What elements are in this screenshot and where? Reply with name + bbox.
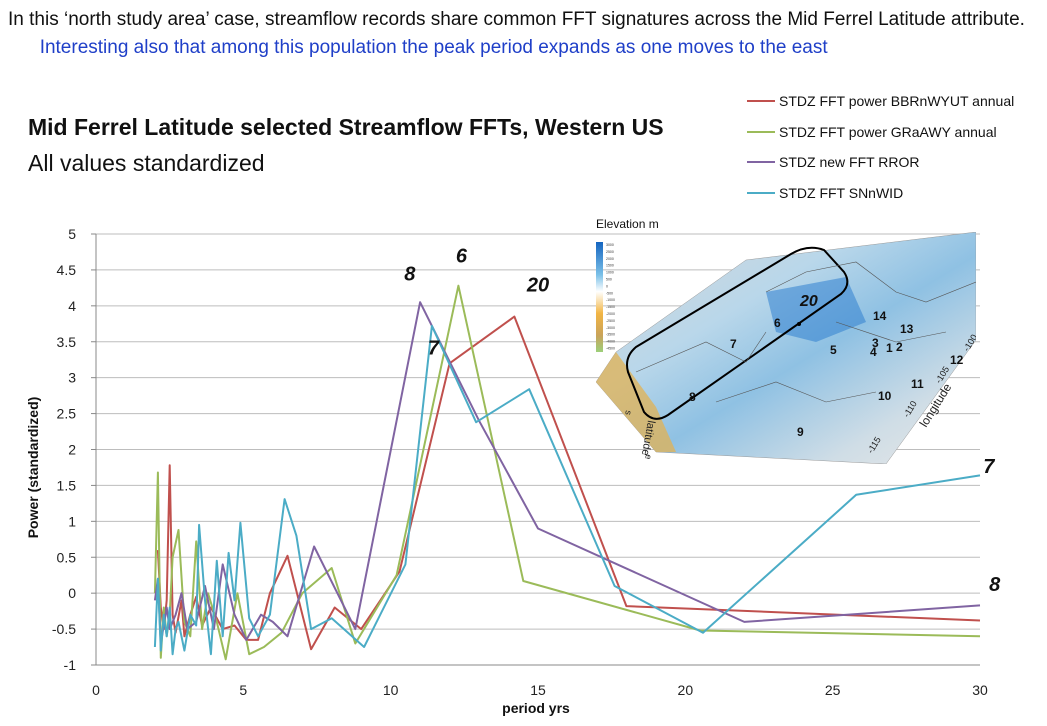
orange-lowland [596,352,676,452]
elevation-tick: 500 [606,278,612,282]
station-label: 6 [774,316,781,330]
terrain-surface [596,232,976,464]
legend-swatch [747,130,775,133]
y-tick-label: 1 [68,513,76,529]
x-tick-label: 25 [825,682,841,698]
y-tick-label: 3.5 [57,334,77,350]
region-boundaries [635,261,976,403]
annotation-label: 8 [989,574,1001,596]
station-label: 2 [896,340,903,354]
station-label: 4 [870,345,877,359]
y-tick-label: 4 [68,298,76,314]
y-tick-label: 3 [68,370,76,386]
x-tick-label: 5 [239,682,247,698]
y-tick-label: 4.5 [57,262,77,278]
station-label: 3 [872,336,879,350]
legend-label: STDZ FFT power GRaAWY annual [779,123,997,140]
annotation-label: 7 [428,338,440,360]
map-lat-tick: e [643,454,654,461]
caption-note: Interesting also that among this populat… [39,37,828,58]
station-label: 8 [689,390,696,404]
elevation-tick: -4500 [606,347,615,351]
elevation-tick: 1500 [606,264,614,268]
legend: STDZ FFT power BBRnWYUT annual STDZ FFT … [747,86,1014,208]
y-tick-label: 0 [68,585,76,601]
station-label: 11 [911,377,924,391]
legend-item: STDZ FFT power GRaAWY annual [747,117,1014,148]
legend-item: STDZ FFT SNnWID [747,178,1014,209]
x-tick-label: 20 [678,682,694,698]
y-tick-label: 2 [68,442,76,458]
elevation-tick: -4000 [606,340,615,344]
legend-swatch [747,100,775,103]
elevation-tick: -3000 [606,326,615,330]
annotation-label: 6 [456,246,468,268]
station-label: 1 [886,341,893,355]
annotation-label: 20 [526,274,549,296]
legend-swatch [747,161,775,164]
y-tick-label: 2.5 [57,406,77,422]
x-axis-label: period yrs [502,700,570,716]
elevation-tick: 0 [606,284,608,288]
elevation-tick: 2500 [606,250,614,254]
x-tick-label: 10 [383,682,399,698]
series-line-4 [153,324,981,656]
legend-label: STDZ FFT power BBRnWYUT annual [779,93,1015,110]
elevation-tick: 1000 [606,271,614,275]
chart-title: Mid Ferrel Latitude selected Streamflow … [28,114,664,140]
legend-label: STDZ FFT SNnWID [779,184,904,201]
station-label: 10 [878,389,892,403]
elevation-ticks: 3000 2500 2000 1500 1000 500 0 -500 -1000 -1500 -2… [606,243,615,351]
series-lines [153,284,981,661]
y-tick-label: -1 [64,657,77,673]
y-tick-label: 5 [68,226,76,242]
x-tick-label: 15 [530,682,546,698]
station-dot [797,322,801,326]
station-label: 7 [730,337,737,351]
annotation-label: 7 [983,456,995,478]
elevation-tick: -2500 [606,319,615,323]
elevation-tick: -2000 [606,312,615,316]
elevation-tick: -1000 [606,298,615,302]
elevation-tick: -3500 [606,333,615,337]
station-label: 9 [797,425,804,439]
legend-swatch [747,191,775,194]
station-label: 12 [950,353,964,367]
station-label: 14 [873,309,887,323]
y-tick-label: -0.5 [52,621,76,637]
series-line-3 [153,301,981,645]
station-label: 20 [799,293,818,310]
elevation-tick: 2000 [606,257,614,261]
annotation-label: 8 [404,264,416,286]
elevation-title: Elevation m [596,217,659,231]
terrain-map-inset: 3000 2500 2000 1500 1000 500 0 -500 -1000 -1500 -2… [596,232,976,464]
station-label: 13 [900,322,914,336]
caption: In this ‘north study area’ case, streamf… [8,6,1043,62]
station-label: 5 [830,343,837,357]
y-axis-label: Power (standardized) [25,397,41,539]
x-tick-label: 0 [92,682,100,698]
map-lat-tick: s [623,410,634,417]
y-tick-label: 1.5 [57,477,77,493]
legend-item: STDZ new FFT RROR [747,147,1014,178]
elevation-tick: 3000 [606,243,614,247]
study-area-outline [626,246,849,420]
elevation-colorbar [596,242,603,352]
axes: 54.543.532.521.510.50-0.5-10 5 10 15 20 25 30p… [25,226,988,716]
elevation-tick: -1500 [606,305,615,309]
legend-label: STDZ new FFT RROR [779,154,920,171]
chart-subtitle: All values standardized [28,150,265,176]
elevation-tick: -500 [606,291,613,295]
legend-item: STDZ FFT power BBRnWYUT annual [747,86,1014,117]
x-tick-label: 30 [972,682,988,698]
caption-text: In this ‘north study area’ case, streamf… [8,9,1025,30]
y-tick-label: 0.5 [57,549,77,565]
